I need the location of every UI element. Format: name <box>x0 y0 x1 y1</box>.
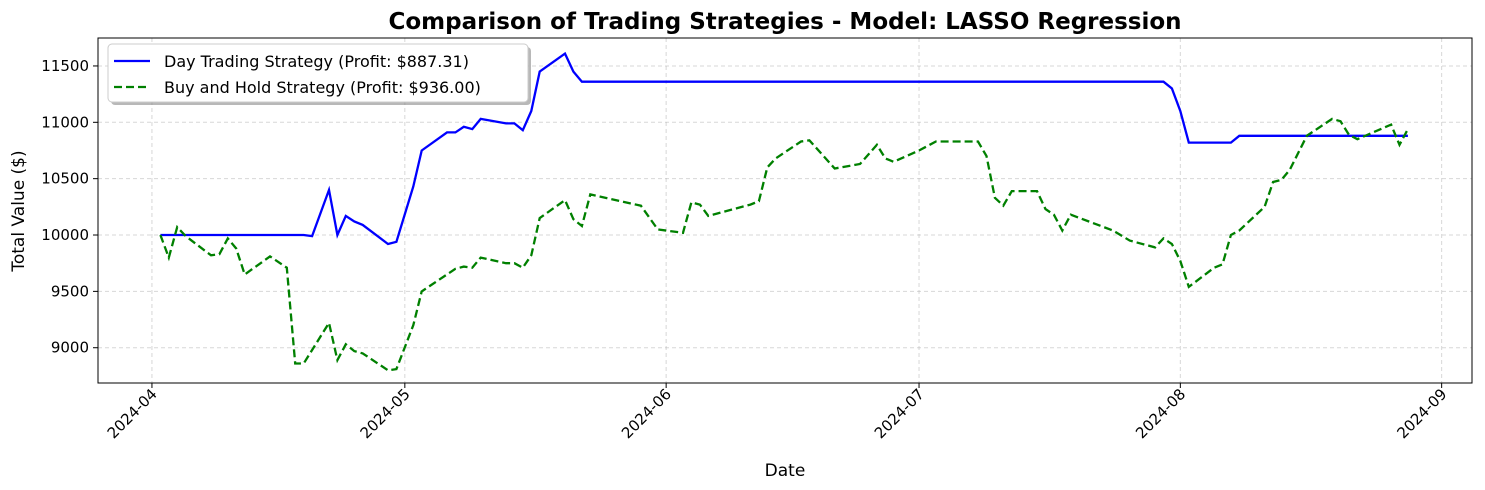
plot-frame <box>97 37 1473 384</box>
chart-title: Comparison of Trading Strategies - Model… <box>388 9 1181 35</box>
x-tick-label: 2024-06 <box>618 385 675 442</box>
legend-box <box>107 43 529 103</box>
x-tick-label: 2024-04 <box>104 385 161 442</box>
x-axis-label: Date <box>765 461 806 481</box>
legend-label: Day Trading Strategy (Profit: $887.31) <box>164 52 469 71</box>
series-line <box>159 117 1409 372</box>
legend-label: Buy and Hold Strategy (Profit: $936.00) <box>164 78 481 97</box>
y-axis-label: Total Value ($) <box>9 150 29 272</box>
x-tick-label: 2024-07 <box>871 385 928 442</box>
x-tick-label: 2024-05 <box>357 385 414 442</box>
series-line <box>160 51 1408 246</box>
y-tick-label: 11000 <box>41 113 89 131</box>
y-tick-label: 11500 <box>41 57 89 75</box>
x-tick-label: 2024-09 <box>1393 385 1450 442</box>
y-tick-label: 10000 <box>41 226 89 244</box>
y-tick-label: 10500 <box>41 170 89 188</box>
y-tick-label: 9000 <box>51 339 89 357</box>
x-tick-label: 2024-08 <box>1132 385 1189 442</box>
legend: Day Trading Strategy (Profit: $887.31) Bu… <box>107 43 531 105</box>
y-tick-label: 9500 <box>51 282 89 300</box>
